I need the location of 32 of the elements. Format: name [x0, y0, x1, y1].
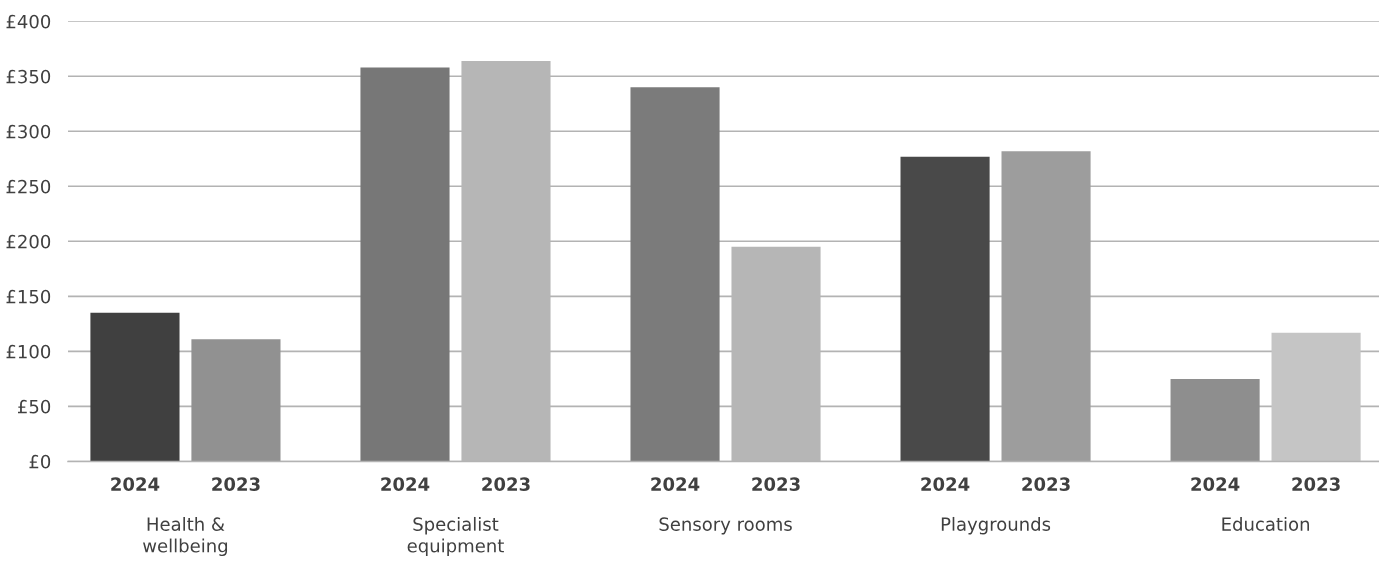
text: 2024 — [1191, 477, 1240, 491]
bar — [191, 339, 281, 462]
y-tick-label: £100 — [6, 344, 51, 359]
bar — [1001, 151, 1091, 462]
y-tick-label: £400 — [6, 14, 51, 29]
text: 2023 — [752, 477, 800, 491]
bar — [1271, 332, 1361, 462]
bar — [630, 87, 720, 462]
bar — [360, 67, 450, 462]
series-label: 2024 — [111, 477, 160, 491]
text: 2023 — [1292, 477, 1340, 491]
y-tick-label: £150 — [6, 289, 51, 304]
x-tick-label: Education — [1222, 516, 1309, 531]
x-tick-label: Playgrounds — [941, 516, 1051, 535]
y-tick-label: £200 — [6, 234, 51, 249]
bar — [900, 156, 990, 462]
y-tick-label: £0 — [29, 454, 51, 469]
bar — [1170, 378, 1260, 462]
x-tick-label: Health & wellbeing — [143, 516, 228, 557]
text: 2024 — [381, 477, 430, 491]
y-tick-label: £300 — [6, 124, 51, 139]
y-tick-label: £250 — [6, 179, 51, 194]
series-label: 2023 — [212, 477, 260, 491]
text: 2024 — [921, 477, 970, 491]
text: 2023 — [482, 477, 530, 491]
text: 2024 — [651, 477, 700, 491]
x-tick-label: Specialist equipment — [407, 516, 504, 557]
text: 2023 — [1022, 477, 1070, 491]
y-tick-label: £350 — [6, 69, 51, 84]
x-tick-label: Sensory rooms — [659, 517, 792, 535]
y-tick-label: £50 — [18, 399, 51, 414]
bar — [90, 312, 180, 462]
